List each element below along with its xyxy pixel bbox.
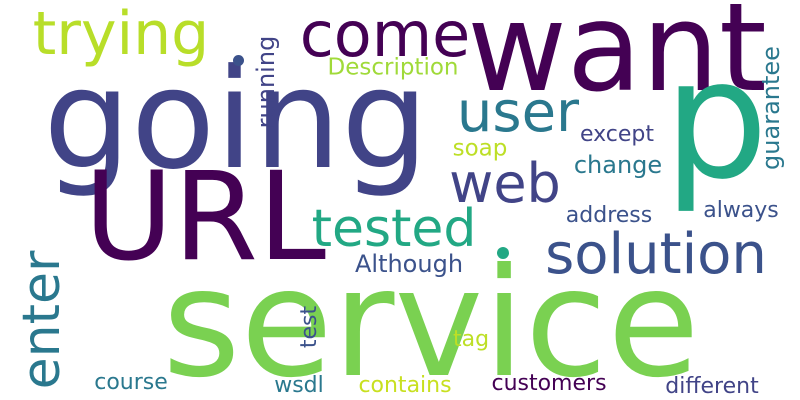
- word-web: web: [449, 152, 561, 215]
- word-guarantee: guarantee: [757, 46, 785, 170]
- word-Description: Description: [327, 54, 459, 81]
- word-enter: enter: [12, 250, 72, 390]
- word-service: service: [162, 237, 700, 400]
- word-contains: contains: [358, 373, 452, 398]
- word-URL: URL: [83, 146, 327, 288]
- word-trying: trying: [32, 0, 210, 69]
- word-come: come: [299, 0, 471, 71]
- word-customers: customers: [491, 371, 607, 396]
- word-Although: Although: [354, 250, 464, 278]
- word-solution: solution: [545, 222, 767, 287]
- word-want: want: [467, 0, 767, 119]
- word-course: course: [94, 370, 168, 395]
- word-going: going: [43, 39, 429, 200]
- word-test: test: [297, 305, 322, 349]
- word-soap: soap: [452, 135, 508, 162]
- word-except: except: [579, 122, 655, 147]
- word-tag: tag: [452, 327, 490, 352]
- word-change: change: [573, 151, 663, 179]
- word-wsdl: wsdl: [274, 373, 324, 398]
- word-different: different: [665, 374, 759, 399]
- word-address: address: [565, 203, 653, 228]
- dot-green: [497, 247, 509, 259]
- word-running: running: [252, 35, 280, 129]
- dot-navy: [233, 55, 244, 66]
- word-p: p: [663, 23, 769, 216]
- word-tested: tested: [311, 199, 477, 259]
- word-always: always: [703, 198, 779, 223]
- word-user: user: [456, 80, 580, 145]
